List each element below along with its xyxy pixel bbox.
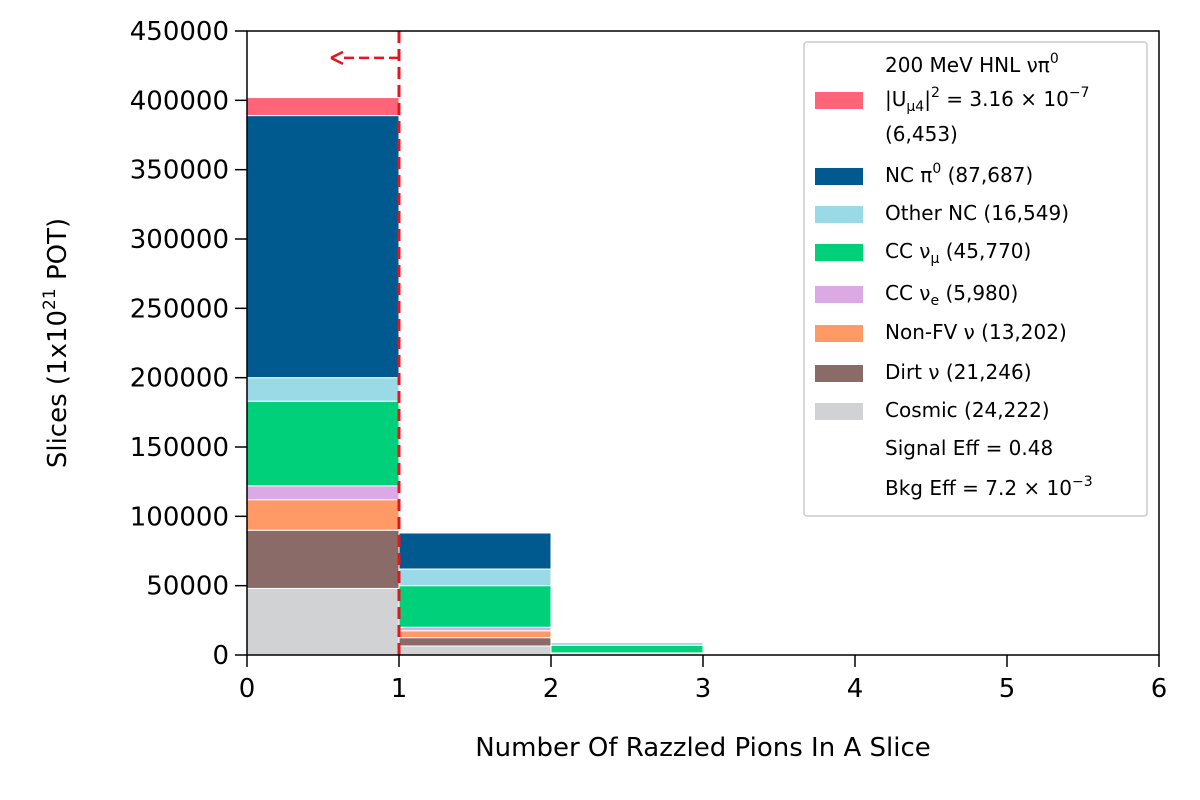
legend-label-signal-coupling: |Uμ4|2 = 3.16 × 10−7 <box>885 85 1089 115</box>
legend-label-nonfv: Non-FV ν (13,202) <box>885 320 1067 344</box>
y-tick-label: 450000 <box>130 17 229 47</box>
x-tick-label: 2 <box>543 674 560 704</box>
bar-ccnue-bin-0 <box>246 485 400 501</box>
bar-signal-bin-0 <box>246 97 400 117</box>
y-tick-label: 100000 <box>130 502 229 532</box>
legend: 200 MeV HNL νπ0 |Uμ4|2 = 3.16 × 10−7 (6,… <box>803 41 1148 517</box>
x-tick-label: 5 <box>999 674 1016 704</box>
bar-ncpi0-bin-1 <box>398 532 552 570</box>
legend-swatch-ccnue <box>815 286 863 303</box>
x-tick-label: 6 <box>1151 674 1168 704</box>
y-tick-label: 400000 <box>130 86 229 116</box>
legend-swatch-dirt <box>815 365 863 382</box>
y-tick-label: 300000 <box>130 225 229 255</box>
bar-ncpi0-bin-0 <box>246 115 400 379</box>
legend-label-signal-count: (6,453) <box>885 122 958 146</box>
legend-swatch-othernc <box>815 206 863 223</box>
legend-swatch-ncpi0 <box>815 168 863 185</box>
cut-arrow-head <box>330 50 344 65</box>
bar-dirt-bin-0 <box>246 529 400 589</box>
bar-othernc-bin-1 <box>398 568 552 587</box>
y-tick-label: 150000 <box>130 433 229 463</box>
bars-group <box>246 97 704 656</box>
x-axis-label: Number Of Razzled Pions In A Slice <box>475 733 931 763</box>
legend-label-signal-eff: Signal Eff = 0.48 <box>885 436 1053 460</box>
y-tick-label: 200000 <box>130 364 229 394</box>
x-tick-label: 3 <box>695 674 712 704</box>
bar-ccnue-bin-1 <box>398 626 552 632</box>
x-tick-label: 1 <box>391 674 408 704</box>
legend-label-othernc: Other NC (16,549) <box>885 201 1069 225</box>
bar-ncpi0-bin-2 <box>550 641 704 644</box>
y-tick-label: 250000 <box>130 294 229 324</box>
legend-label-bkg-eff: Bkg Eff = 7.2 × 10−3 <box>885 474 1093 500</box>
x-axis: 0 1 2 3 4 5 6 <box>239 655 1168 704</box>
legend-label-ccnumu: CC νμ (45,770) <box>885 239 1031 267</box>
x-tick-label: 0 <box>239 674 256 704</box>
legend-label-cosmic: Cosmic (24,222) <box>885 398 1050 422</box>
bar-ccnumu-bin-1 <box>398 585 552 628</box>
bar-cosmic-bin-1 <box>398 645 552 656</box>
legend-label-dirt: Dirt ν (21,246) <box>885 360 1032 384</box>
legend-swatch-nonfv <box>815 325 863 342</box>
legend-swatch-cosmic <box>815 403 863 420</box>
legend-label-ncpi0: NC π0 (87,687) <box>885 161 1033 187</box>
y-tick-label: 0 <box>212 641 229 671</box>
y-axis: 0 50000 100000 150000 200000 250000 300000 3500… <box>130 17 247 671</box>
y-tick-label: 50000 <box>146 572 229 602</box>
bar-cosmic-bin-0 <box>246 587 400 656</box>
bar-signal-bin-1 <box>398 531 552 534</box>
legend-frame <box>803 41 1148 517</box>
y-axis-label: Slices (1x1021 POT) <box>40 218 73 468</box>
legend-label-signal-title: 200 MeV HNL νπ0 <box>885 51 1059 77</box>
bar-nonfv-bin-1 <box>398 630 552 639</box>
bar-ccnumu-bin-0 <box>246 400 400 487</box>
legend-label-ccnue: CC νe (5,980) <box>885 281 1018 309</box>
bar-ccnumu-bin-2 <box>550 644 704 654</box>
legend-swatch-signal <box>815 92 863 109</box>
y-tick-label: 350000 <box>130 156 229 186</box>
legend-swatch-ccnumu <box>815 244 863 261</box>
bar-nonfv-bin-0 <box>246 499 400 531</box>
x-tick-label: 4 <box>847 674 864 704</box>
cut-line-group <box>330 31 401 655</box>
bar-othernc-bin-0 <box>246 377 400 402</box>
bar-dirt-bin-1 <box>398 637 552 647</box>
